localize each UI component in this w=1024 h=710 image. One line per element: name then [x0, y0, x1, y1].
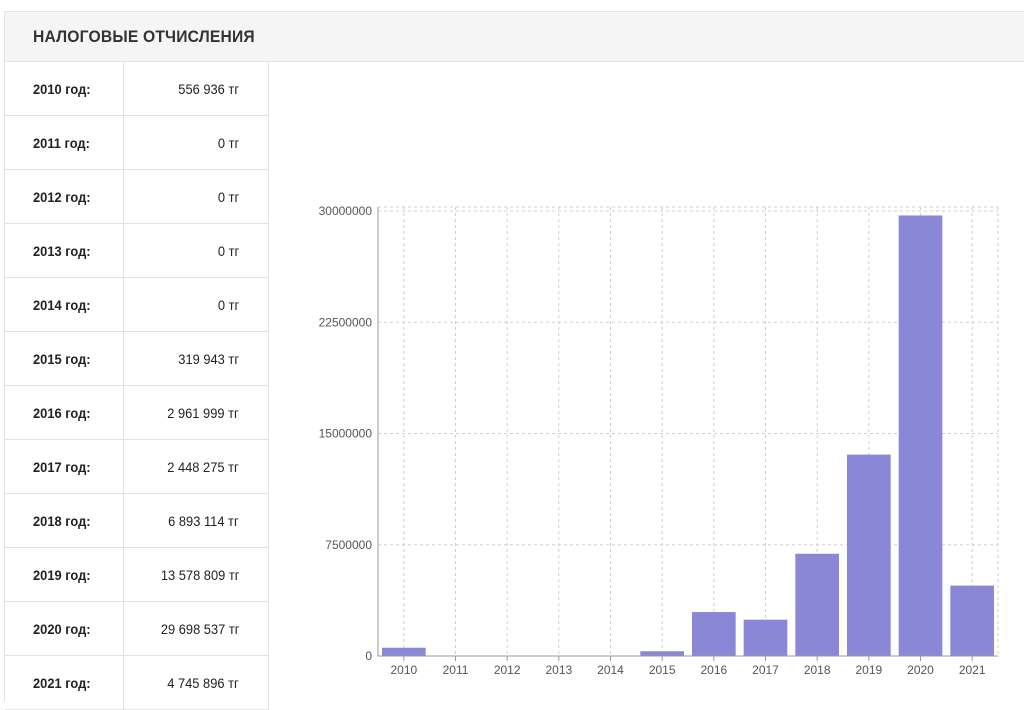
table-row: 2012 год: 0 тг	[5, 170, 269, 224]
bar-2021	[950, 585, 994, 656]
amount-cell: 2 961 999 тг	[125, 386, 269, 439]
year-cell: 2020 год:	[5, 602, 124, 655]
amount-cell: 4 745 896 тг	[125, 656, 269, 709]
y-tick-label: 7500000	[325, 538, 372, 552]
year-label: 2014 год:	[33, 296, 91, 313]
year-cell: 2019 год:	[5, 548, 124, 601]
year-cell: 2014 год:	[5, 278, 124, 331]
x-tick-label: 2018	[804, 663, 831, 677]
x-tick-label: 2020	[907, 663, 934, 677]
amount-value: 0 тг	[217, 134, 239, 151]
year-label: 2012 год:	[33, 188, 91, 205]
x-tick-label: 2010	[390, 663, 417, 677]
y-tick-label: 0	[365, 649, 372, 663]
x-tick-label: 2015	[649, 663, 676, 677]
year-cell: 2018 год:	[5, 494, 124, 547]
x-tick-label: 2019	[855, 663, 882, 677]
amount-value: 0 тг	[217, 188, 239, 205]
year-cell: 2021 год:	[5, 656, 124, 709]
amount-value: 556 936 тг	[178, 80, 239, 97]
panel-title: НАЛОГОВЫЕ ОТЧИСЛЕНИЯ	[33, 27, 255, 46]
year-cell: 2010 год:	[5, 62, 124, 115]
table-row: 2014 год: 0 тг	[5, 278, 269, 332]
amount-cell: 0 тг	[125, 278, 269, 331]
y-tick-label: 30000000	[319, 204, 373, 218]
amount-cell: 319 943 тг	[125, 332, 269, 385]
year-label: 2017 год:	[33, 458, 91, 475]
y-tick-label: 22500000	[319, 315, 373, 329]
x-tick-label: 2011	[443, 663, 469, 677]
year-cell: 2012 год:	[5, 170, 124, 223]
amount-cell: 0 тг	[125, 170, 269, 223]
year-label: 2016 год:	[33, 404, 91, 421]
amount-cell: 6 893 114 тг	[125, 494, 269, 547]
bar-2020	[898, 215, 943, 657]
amount-value: 29 698 537 тг	[160, 620, 239, 637]
panel-header: НАЛОГОВЫЕ ОТЧИСЛЕНИЯ	[5, 12, 1024, 62]
year-cell: 2017 год:	[5, 440, 124, 493]
year-label: 2020 год:	[33, 620, 91, 637]
table-row: 2016 год: 2 961 999 тг	[5, 386, 269, 440]
year-cell: 2016 год:	[5, 386, 124, 439]
table-row: 2017 год: 2 448 275 тг	[5, 440, 269, 494]
amount-cell: 0 тг	[125, 224, 269, 277]
amount-value: 4 745 896 тг	[167, 674, 239, 691]
amount-value: 319 943 тг	[178, 350, 239, 367]
amount-cell: 29 698 537 тг	[125, 602, 269, 655]
amount-value: 0 тг	[217, 296, 239, 313]
year-label: 2015 год:	[33, 350, 91, 367]
bar-2017	[743, 619, 788, 656]
year-label: 2019 год:	[33, 566, 91, 583]
year-label: 2018 год:	[33, 512, 91, 529]
year-label: 2013 год:	[33, 242, 91, 259]
amount-value: 6 893 114 тг	[168, 512, 239, 529]
x-tick-label: 2021	[959, 663, 986, 677]
amount-value: 0 тг	[217, 242, 239, 259]
table-row: 2018 год: 6 893 114 тг	[5, 494, 269, 548]
year-cell: 2013 год:	[5, 224, 124, 277]
tax-table: 2010 год: 556 936 тг 2011 год: 0 тг 2012 год…	[5, 62, 269, 710]
table-row: 2015 год: 319 943 тг	[5, 332, 269, 386]
amount-value: 2 448 275 тг	[167, 458, 239, 475]
bar-2016	[692, 612, 736, 656]
x-tick-label: 2012	[494, 663, 521, 677]
x-tick-label: 2017	[752, 663, 779, 677]
amount-cell: 556 936 тг	[125, 62, 269, 115]
table-row: 2019 год: 13 578 809 тг	[5, 548, 269, 602]
year-label: 2011 год:	[33, 134, 90, 151]
bar-2019	[847, 454, 891, 656]
table-row: 2010 год: 556 936 тг	[5, 62, 269, 116]
table-row: 2020 год: 29 698 537 тг	[5, 602, 269, 656]
amount-value: 2 961 999 тг	[167, 404, 239, 421]
table-row: 2011 год: 0 тг	[5, 116, 269, 170]
table-row: 2013 год: 0 тг	[5, 224, 269, 278]
year-cell: 2011 год:	[5, 116, 124, 169]
year-label: 2010 год:	[33, 80, 91, 97]
x-tick-label: 2013	[545, 663, 572, 677]
amount-value: 13 578 809 тг	[160, 566, 239, 583]
x-tick-label: 2014	[597, 663, 624, 677]
amount-cell: 0 тг	[125, 116, 269, 169]
amount-cell: 13 578 809 тг	[125, 548, 269, 601]
bar-2015	[640, 651, 684, 656]
y-tick-label: 15000000	[319, 427, 373, 441]
x-tick-label: 2016	[700, 663, 727, 677]
bar-2018	[795, 553, 839, 656]
year-cell: 2015 год:	[5, 332, 124, 385]
bar-2010	[382, 647, 426, 656]
tax-panel: НАЛОГОВЫЕ ОТЧИСЛЕНИЯ 2010 год: 556 936 тг…	[4, 11, 1024, 710]
year-label: 2021 год:	[33, 674, 91, 691]
amount-cell: 2 448 275 тг	[125, 440, 269, 493]
